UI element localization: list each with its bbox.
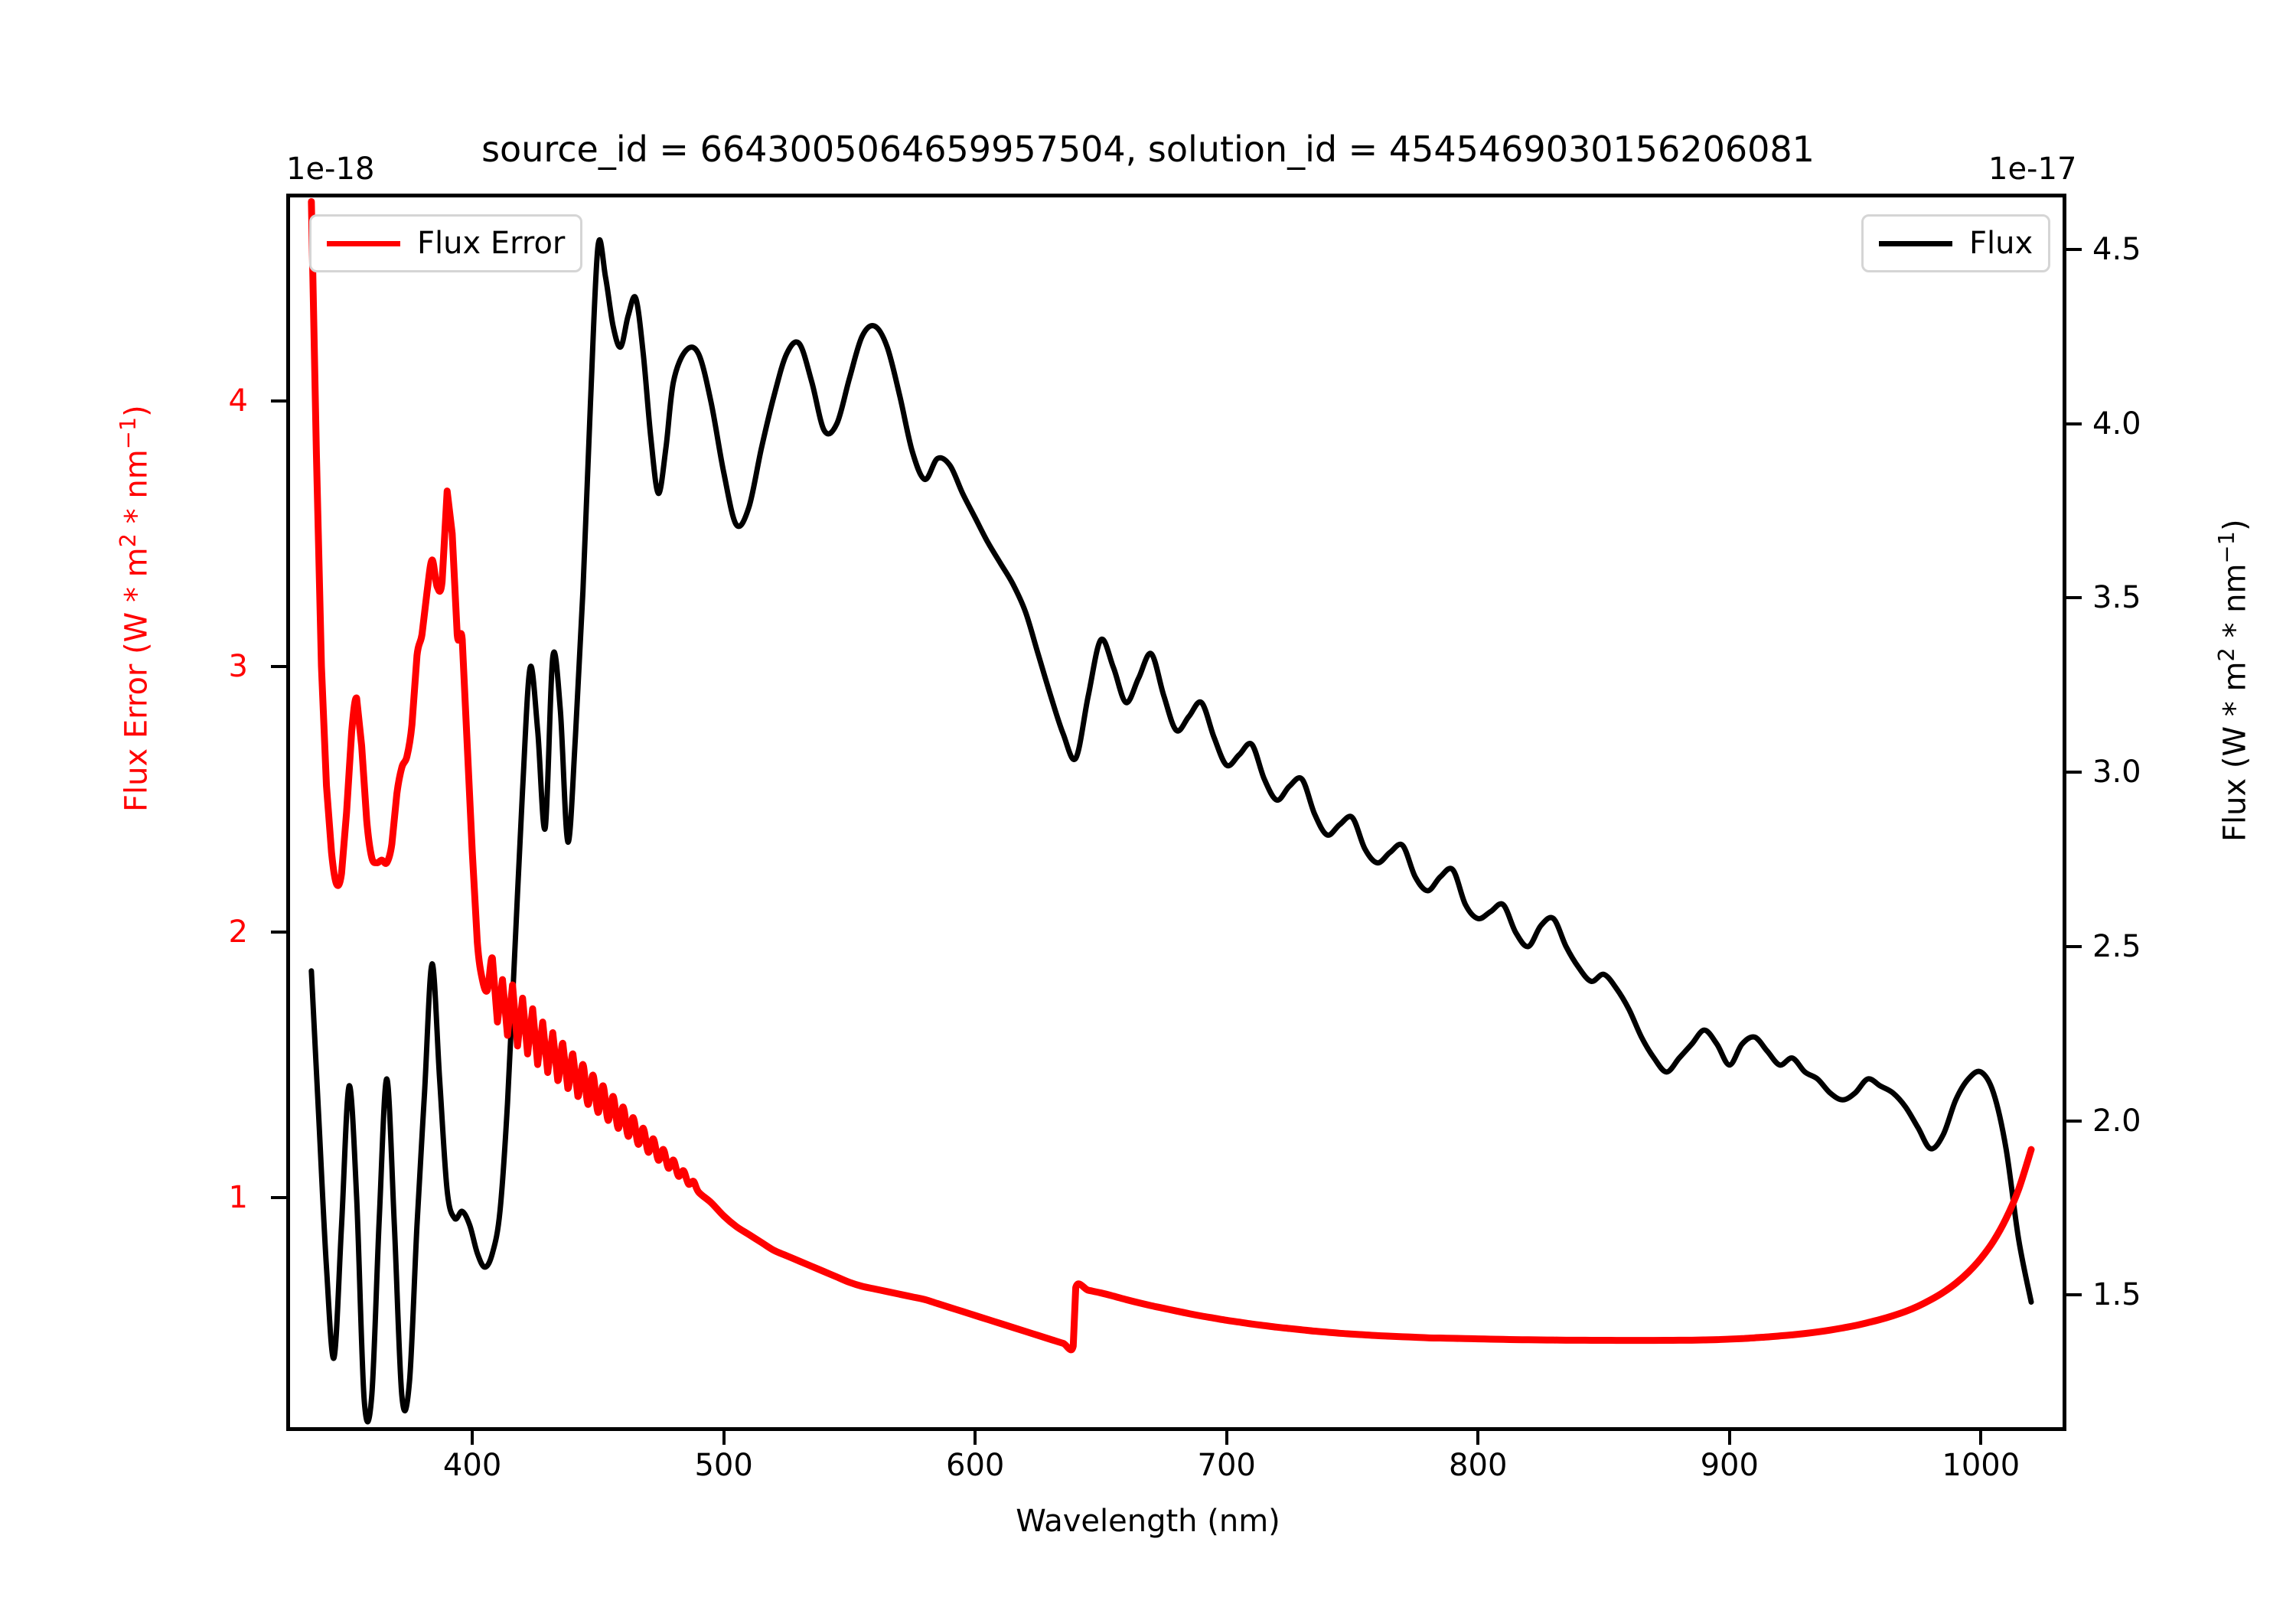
legend-flux-error[interactable]: Flux Error (309, 214, 583, 272)
x-tick-mark (1225, 1431, 1228, 1445)
y-right-tick-label: 4.5 (2092, 231, 2141, 267)
y-right-tick-mark (2066, 771, 2082, 774)
x-tick-label: 500 (694, 1448, 753, 1483)
x-tick-label: 400 (442, 1448, 502, 1483)
x-tick-label: 800 (1449, 1448, 1508, 1483)
y-right-tick-mark (2066, 944, 2082, 948)
x-tick-mark (471, 1431, 475, 1445)
y-left-tick-mark (271, 664, 286, 668)
y-right-tick-label: 3.5 (2092, 580, 2141, 616)
legend-line-swatch-black (1879, 240, 1952, 246)
y-right-tick-label: 2.5 (2092, 928, 2141, 964)
x-tick-mark (722, 1431, 726, 1445)
y-right-tick-mark (2066, 1293, 2082, 1297)
y-left-tick-label: 3 (228, 648, 248, 684)
y-right-tick-mark (2066, 247, 2082, 251)
x-tick-label: 900 (1700, 1448, 1759, 1483)
y-left-tick-mark (271, 1195, 286, 1199)
right-axis-offset-text: 1e-17 (1988, 152, 2077, 187)
plot-area: 400 500 600 700 800 900 1000 1 2 3 4 1.5 2.0 2.5 3.0 3.… (229, 194, 2141, 1483)
y-axis-left-label: Flux Error (W * m2 * nm−1) (115, 405, 155, 812)
legend-line-swatch-red (327, 240, 400, 246)
legend-label-flux-error: Flux Error (417, 226, 566, 261)
left-axis-offset-text: 1e-18 (286, 152, 375, 187)
y-right-tick-label: 2.0 (2092, 1103, 2141, 1139)
y-left-tick-label: 4 (228, 383, 248, 419)
y-right-tick-mark (2066, 1119, 2082, 1123)
y-left-tick-mark (271, 399, 286, 403)
y-left-tick-label: 2 (228, 914, 248, 950)
y-right-tick-label: 3.0 (2092, 755, 2141, 790)
y-right-tick-label: 4.0 (2092, 406, 2141, 442)
y-left-tick-mark (271, 930, 286, 934)
x-tick-label: 1000 (1942, 1448, 2020, 1483)
x-tick-label: 700 (1197, 1448, 1256, 1483)
x-tick-mark (1979, 1431, 1983, 1445)
y-axis-right-label: Flux (W * m2 * nm−1) (2213, 519, 2253, 842)
x-tick-mark (974, 1431, 977, 1445)
axes-frame (286, 194, 2066, 1431)
x-axis-label: Wavelength (nm) (1016, 1504, 1280, 1539)
y-right-tick-label: 1.5 (2092, 1277, 2141, 1313)
y-left-tick-label: 1 (228, 1179, 248, 1215)
legend-label-flux: Flux (1969, 226, 2033, 261)
curves-svg (308, 197, 2035, 1425)
x-tick-label: 600 (945, 1448, 1005, 1483)
flux-error-line (308, 197, 2035, 1354)
legend-flux[interactable]: Flux (1861, 214, 2051, 272)
y-right-tick-mark (2066, 422, 2082, 425)
flux-line (308, 236, 2034, 1425)
y-right-tick-mark (2066, 596, 2082, 600)
page-title: source_id = 6643005064659957504, solutio… (481, 129, 1815, 170)
x-tick-mark (1727, 1431, 1731, 1445)
x-tick-mark (1476, 1431, 1480, 1445)
